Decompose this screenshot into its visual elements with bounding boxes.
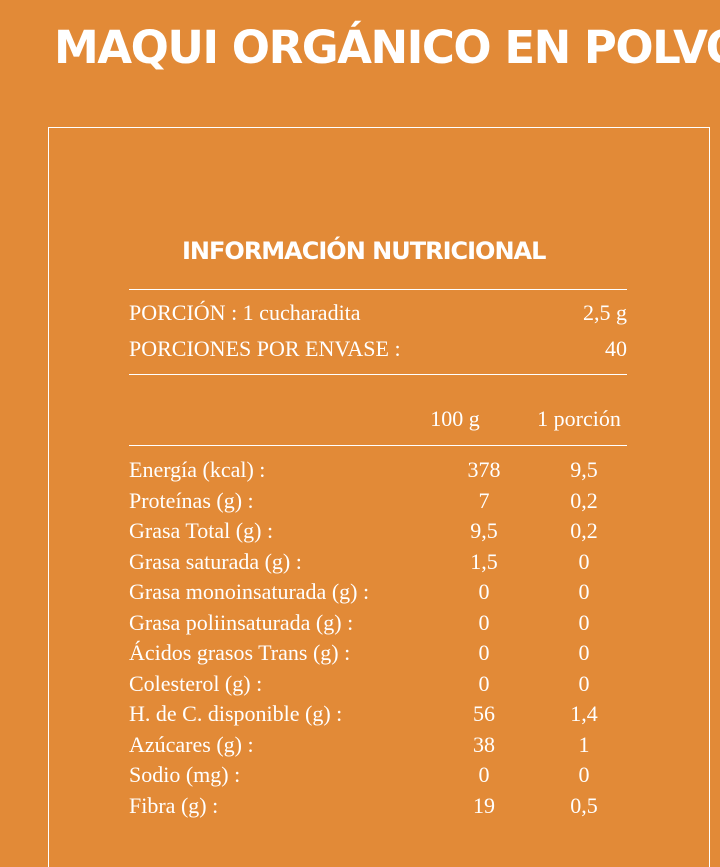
nutrient-value-100g: 9,5 <box>470 518 498 543</box>
nutrient-row: Grasa poliinsaturada (g) : 0 0 <box>129 608 627 638</box>
servings-per-container-value: 40 <box>605 336 627 361</box>
nutrient-value-portion: 0 <box>578 609 590 635</box>
nutrient-value-100g: 38 <box>473 731 495 757</box>
nutrient-value-100g: 7 <box>478 487 490 513</box>
nutrient-value-100g: 56 <box>473 701 495 726</box>
nutrient-value-portion: 0 <box>578 670 590 696</box>
servings-per-container-label: PORCIONES POR ENVASE : <box>129 336 401 361</box>
nutrient-label: Proteínas (g) : <box>129 487 254 513</box>
nutrient-row: Grasa saturada (g) : 1,5 0 <box>129 547 627 577</box>
nutrient-value-100g: 378 <box>467 457 501 482</box>
nutrient-label: Colesterol (g) : <box>129 670 263 696</box>
nutrient-row: H. de C. disponible (g) : 56 1,4 <box>129 699 627 729</box>
nutrient-row: Ácidos grasos Trans (g) : 0 0 <box>129 638 627 668</box>
nutrient-label: Grasa saturada (g) : <box>129 548 302 574</box>
nutrient-value-100g: 19 <box>473 792 495 818</box>
nutrient-value-100g: 0 <box>478 670 490 696</box>
nutrient-row: Sodio (mg) : 0 0 <box>129 760 627 790</box>
servings-per-container-row: PORCIONES POR ENVASE : 40 <box>129 334 627 364</box>
nutrient-row: Energía (kcal) : 378 9,5 <box>129 455 627 485</box>
nutrient-label: Grasa monoinsaturada (g) : <box>129 579 370 604</box>
nutrient-label: Grasa Total (g) : <box>129 518 274 543</box>
nutrient-value-portion: 1,4 <box>570 701 598 726</box>
product-title: MAQUI ORGÁNICO EN POLVO <box>54 21 720 74</box>
nutrient-value-portion: 0 <box>578 548 590 574</box>
middle-divider <box>129 374 627 375</box>
nutrient-label: Grasa poliinsaturada (g) : <box>129 609 354 635</box>
nutrient-label: Energía (kcal) : <box>129 457 266 482</box>
nutrient-row: Azúcares (g) : 38 1 <box>129 730 627 760</box>
column-header-portion: 1 porción <box>537 406 621 431</box>
nutrient-row: Grasa monoinsaturada (g) : 0 0 <box>129 577 627 607</box>
nutrition-panel-title: INFORMACIÓN NUTRICIONAL <box>182 237 546 265</box>
serving-size-row: PORCIÓN : 1 cucharadita 2,5 g <box>129 298 627 328</box>
nutrient-value-portion: 0,2 <box>570 518 598 543</box>
header-divider <box>129 445 627 446</box>
nutrient-label: Ácidos grasos Trans (g) : <box>129 640 351 665</box>
column-header-100g: 100 g <box>430 406 480 431</box>
nutrient-label: H. de C. disponible (g) : <box>129 701 343 726</box>
nutrient-row: Fibra (g) : 19 0,5 <box>129 791 627 821</box>
nutrient-value-portion: 0,2 <box>570 487 598 513</box>
nutrient-value-100g: 0 <box>478 579 490 604</box>
nutrient-value-portion: 0 <box>578 762 590 787</box>
nutrient-value-100g: 1,5 <box>470 548 498 574</box>
nutrient-row: Proteínas (g) : 7 0,2 <box>129 486 627 516</box>
nutrient-value-portion: 0 <box>578 579 590 604</box>
nutrient-value-portion: 0 <box>578 640 590 665</box>
nutrient-value-portion: 0,5 <box>570 792 598 818</box>
nutrient-value-portion: 9,5 <box>570 457 598 482</box>
nutrient-row: Grasa Total (g) : 9,5 0,2 <box>129 516 627 546</box>
nutrition-panel: INFORMACIÓN NUTRICIONAL PORCIÓN : 1 cuch… <box>48 127 710 867</box>
nutrient-label: Sodio (mg) : <box>129 762 241 787</box>
nutrient-value-100g: 0 <box>478 762 490 787</box>
serving-size-value: 2,5 g <box>583 300 627 325</box>
nutrient-label: Fibra (g) : <box>129 792 219 818</box>
nutrient-row: Colesterol (g) : 0 0 <box>129 669 627 699</box>
serving-size-label: PORCIÓN : 1 cucharadita <box>129 300 361 325</box>
nutrient-value-100g: 0 <box>478 609 490 635</box>
top-divider <box>129 289 627 290</box>
nutrient-label: Azúcares (g) : <box>129 731 254 757</box>
nutrient-value-portion: 1 <box>578 731 590 757</box>
nutrient-value-100g: 0 <box>478 640 490 665</box>
